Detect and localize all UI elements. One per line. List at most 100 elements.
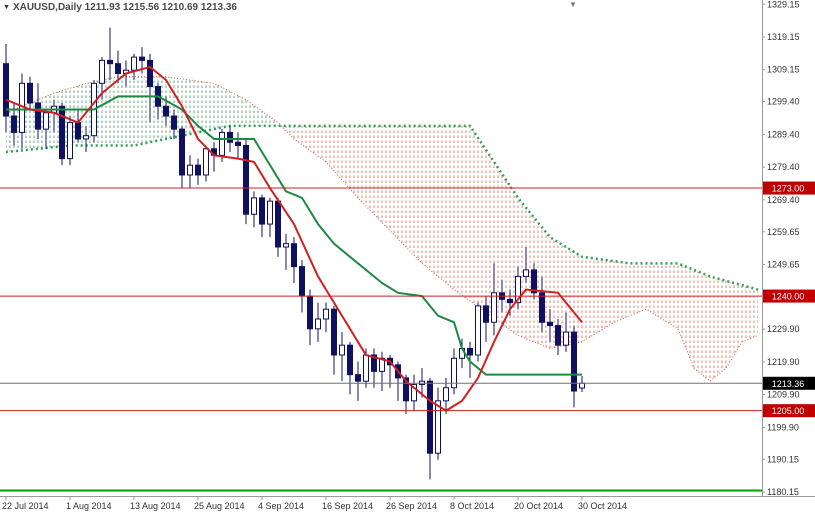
y-axis-label: 1289.40 <box>767 129 800 139</box>
y-axis-label: 1180.15 <box>767 487 799 497</box>
candle <box>483 296 489 342</box>
x-axis-label: 20 Oct 2014 <box>514 501 563 511</box>
candle <box>235 132 241 159</box>
candle <box>27 76 33 110</box>
candle <box>579 376 585 393</box>
y-axis-label: 1249.65 <box>767 259 800 269</box>
candle <box>347 341 353 395</box>
candle <box>427 377 433 480</box>
candle <box>307 289 313 346</box>
kijun-sen-line <box>6 95 582 376</box>
price-axis-badge: 1213.36 <box>763 376 815 390</box>
candle <box>331 305 337 375</box>
candle <box>531 263 537 300</box>
candle <box>451 348 457 395</box>
x-axis-label: 8 Oct 2014 <box>450 501 494 511</box>
levels-layer <box>0 187 762 492</box>
price-axis-badge: 1240.00 <box>763 289 815 303</box>
x-axis-label: 22 Jul 2014 <box>2 501 49 511</box>
candle <box>251 191 257 228</box>
ichimoku-cloud-bullish <box>6 76 282 153</box>
candle <box>115 50 121 84</box>
candle <box>107 27 113 81</box>
x-axis-label: 1 Aug 2014 <box>66 501 112 511</box>
candles-layer <box>3 27 585 480</box>
candle <box>299 260 305 313</box>
candle <box>339 332 345 382</box>
y-axis-label: 1259.65 <box>767 227 800 237</box>
candle <box>443 377 449 414</box>
candle <box>147 53 153 123</box>
symbol-marker-icon: ▼ <box>3 4 10 11</box>
ichimoku-cloud-bearish <box>281 125 758 382</box>
candle <box>539 276 545 333</box>
candle <box>475 302 481 362</box>
candle <box>187 155 193 189</box>
candle <box>379 351 385 392</box>
y-axis-label: 1319.15 <box>767 32 800 42</box>
candle <box>43 109 49 149</box>
candle <box>131 53 137 81</box>
senkou-span-a-line <box>5 76 759 382</box>
candle <box>243 138 249 225</box>
ichimoku-cloud-layer <box>5 76 759 382</box>
x-axis-label: 13 Aug 2014 <box>130 501 181 511</box>
badges-layer: 1273.00 1240.00 1205.00 1213.36 <box>763 181 815 418</box>
x-axis-label: 30 Oct 2014 <box>578 501 627 511</box>
x-axis-label: 25 Aug 2014 <box>194 501 245 511</box>
svg-text:1213.36: 1213.36 <box>772 379 805 389</box>
y-axis-label: 1309.15 <box>767 65 800 75</box>
candle <box>283 233 289 270</box>
y-axis-label: 1279.40 <box>767 162 800 172</box>
candle <box>411 374 417 411</box>
candle <box>371 348 377 388</box>
y-axis-label: 1190.15 <box>767 454 799 464</box>
candle <box>323 302 329 333</box>
svg-text:1205.00: 1205.00 <box>772 406 805 416</box>
candle <box>315 302 321 342</box>
indicator-lines-layer <box>5 65 583 412</box>
price-axis-badge: 1273.00 <box>763 181 815 195</box>
x-axis-label: 16 Sep 2014 <box>322 501 373 511</box>
y-axis-label: 1329.15 <box>767 0 800 9</box>
tenkan-sen-line <box>5 65 583 412</box>
candle <box>179 125 185 189</box>
candle <box>435 387 441 460</box>
y-axis-label: 1199.90 <box>767 422 799 432</box>
y-axis-label: 1209.90 <box>767 390 800 400</box>
candle <box>83 125 89 153</box>
candle <box>3 44 9 133</box>
candle <box>67 116 73 166</box>
chart-shift-marker-icon[interactable]: ▼ <box>569 0 577 9</box>
candle <box>195 158 201 185</box>
candle <box>491 263 497 336</box>
candle <box>523 246 529 283</box>
candle <box>267 197 273 238</box>
y-axis-label: 1269.40 <box>767 195 800 205</box>
candle <box>395 361 401 401</box>
y-axis-label: 1219.90 <box>767 357 800 367</box>
candle <box>91 80 97 143</box>
candle <box>291 237 297 283</box>
candle <box>203 145 209 182</box>
candle <box>355 361 361 401</box>
x-axis-label: 26 Sep 2014 <box>386 501 437 511</box>
svg-text:1240.00: 1240.00 <box>772 292 805 302</box>
candle <box>259 194 265 238</box>
y-axis-label: 1299.40 <box>767 97 800 107</box>
candle <box>171 109 177 139</box>
candle <box>563 312 569 352</box>
candle <box>275 197 281 257</box>
candle <box>515 266 521 310</box>
candle <box>555 318 561 356</box>
y-axis-label: 1229.90 <box>767 324 800 334</box>
chart-title-text: XAUUSD,Daily 1211.93 1215.56 1210.69 121… <box>12 2 237 13</box>
x-axis-label: 4 Sep 2014 <box>258 501 304 511</box>
candle <box>571 325 577 408</box>
candle <box>211 142 217 172</box>
candle <box>547 309 553 342</box>
chart-title: ▼ XAUUSD,Daily 1211.93 1215.56 1210.69 12… <box>3 2 237 13</box>
